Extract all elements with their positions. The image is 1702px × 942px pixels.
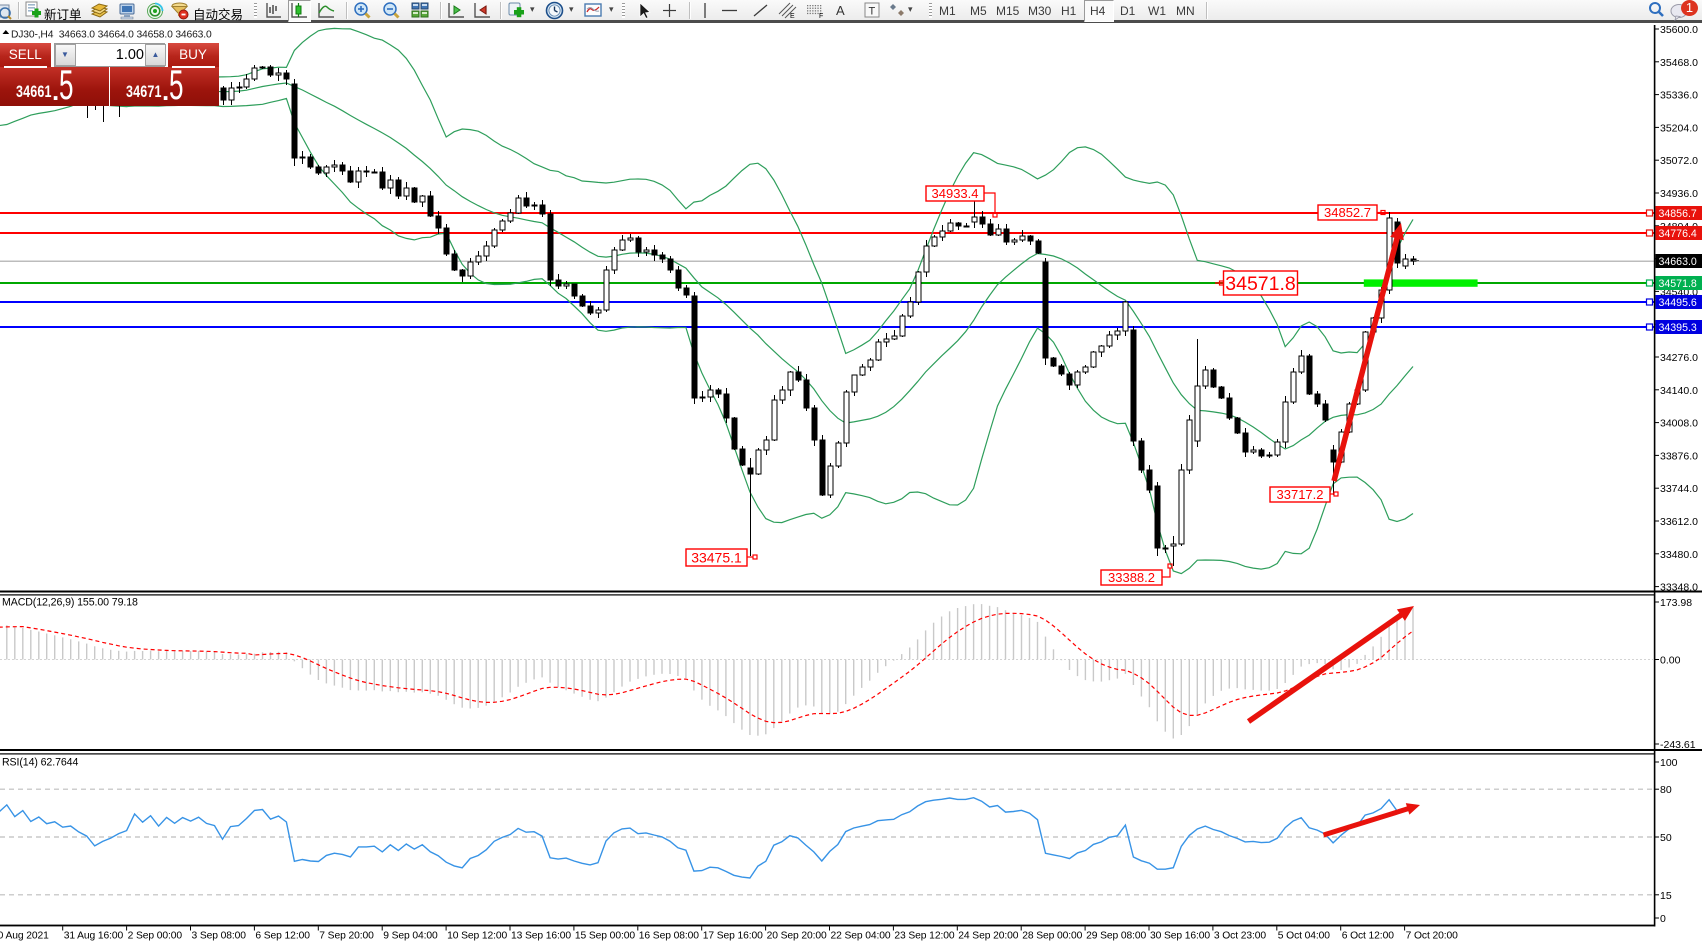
- svg-text:34936.0: 34936.0: [1660, 188, 1698, 200]
- svg-text:T: T: [869, 6, 876, 18]
- svg-text:7 Oct 20:00: 7 Oct 20:00: [1406, 931, 1459, 942]
- svg-text:10 Sep 12:00: 10 Sep 12:00: [447, 931, 507, 942]
- svg-text:33388.2: 33388.2: [1108, 570, 1155, 585]
- svg-text:22 Sep 04:00: 22 Sep 04:00: [831, 931, 891, 942]
- svg-text:34140.0: 34140.0: [1660, 385, 1698, 397]
- svg-text:33348.0: 33348.0: [1660, 582, 1698, 594]
- svg-text:34856.7: 34856.7: [1659, 208, 1697, 220]
- svg-text:34571.8: 34571.8: [1225, 273, 1296, 295]
- svg-text:6 Oct 12:00: 6 Oct 12:00: [1342, 931, 1395, 942]
- svg-text:33612.0: 33612.0: [1660, 516, 1698, 528]
- svg-text:24 Sep 20:00: 24 Sep 20:00: [958, 931, 1018, 942]
- svg-text:20 Sep 20:00: 20 Sep 20:00: [767, 931, 827, 942]
- svg-text:15: 15: [1660, 890, 1672, 902]
- svg-text:29 Sep 08:00: 29 Sep 08:00: [1086, 931, 1146, 942]
- svg-text:RSI(14) 62.7644: RSI(14) 62.7644: [2, 757, 78, 769]
- svg-text:DJ30-,H4 34663.0 34664.0 3465: DJ30-,H4 34663.0 34664.0 34658.0 34663.0: [11, 30, 212, 41]
- svg-text:35600.0: 35600.0: [1660, 24, 1698, 36]
- svg-text:7 Sep 20:00: 7 Sep 20:00: [319, 931, 374, 942]
- svg-text:23 Sep 12:00: 23 Sep 12:00: [894, 931, 954, 942]
- svg-text:13 Sep 16:00: 13 Sep 16:00: [511, 931, 571, 942]
- svg-text:31 Aug 16:00: 31 Aug 16:00: [64, 931, 124, 942]
- svg-text:35072.0: 35072.0: [1660, 155, 1698, 167]
- svg-text:35204.0: 35204.0: [1660, 122, 1698, 134]
- svg-text:33744.0: 33744.0: [1660, 483, 1698, 495]
- svg-text:16 Sep 08:00: 16 Sep 08:00: [639, 931, 699, 942]
- svg-text:0.00: 0.00: [1660, 655, 1681, 667]
- svg-text:33480.0: 33480.0: [1660, 549, 1698, 561]
- svg-text:34852.7: 34852.7: [1324, 205, 1371, 220]
- svg-text:34663.0: 34663.0: [1659, 256, 1697, 268]
- svg-text:35336.0: 35336.0: [1660, 90, 1698, 102]
- svg-text:3 Sep 08:00: 3 Sep 08:00: [192, 931, 247, 942]
- svg-text:9 Sep 04:00: 9 Sep 04:00: [383, 931, 438, 942]
- svg-text:3 Oct 23:00: 3 Oct 23:00: [1214, 931, 1267, 942]
- svg-text:100: 100: [1660, 757, 1678, 769]
- svg-text:50: 50: [1660, 832, 1672, 844]
- svg-text:34776.4: 34776.4: [1659, 228, 1697, 240]
- svg-text:34008.0: 34008.0: [1660, 418, 1698, 430]
- svg-text:-243.61: -243.61: [1660, 739, 1696, 751]
- svg-text:28 Sep 00:00: 28 Sep 00:00: [1022, 931, 1082, 942]
- svg-text:33876.0: 33876.0: [1660, 450, 1698, 462]
- svg-text:F: F: [819, 13, 823, 20]
- svg-text:173.98: 173.98: [1660, 597, 1692, 609]
- svg-text:30 Aug 2021: 30 Aug 2021: [0, 931, 49, 942]
- svg-text:5 Oct 04:00: 5 Oct 04:00: [1278, 931, 1331, 942]
- svg-text:34571.8: 34571.8: [1659, 278, 1697, 290]
- svg-text:80: 80: [1660, 784, 1672, 796]
- svg-text:15 Sep 00:00: 15 Sep 00:00: [575, 931, 635, 942]
- svg-text:34276.0: 34276.0: [1660, 352, 1698, 364]
- svg-text:34395.3: 34395.3: [1659, 322, 1697, 334]
- svg-text:17 Sep 16:00: 17 Sep 16:00: [703, 931, 763, 942]
- svg-text:33717.2: 33717.2: [1277, 487, 1324, 502]
- svg-text:34495.6: 34495.6: [1659, 297, 1697, 309]
- svg-text:0: 0: [1660, 913, 1666, 925]
- svg-text:34933.4: 34933.4: [932, 186, 979, 201]
- svg-text:30 Sep 16:00: 30 Sep 16:00: [1150, 931, 1210, 942]
- svg-text:2 Sep 00:00: 2 Sep 00:00: [128, 931, 183, 942]
- svg-text:33475.1: 33475.1: [691, 550, 742, 566]
- svg-text:6 Sep 12:00: 6 Sep 12:00: [255, 931, 310, 942]
- svg-text:35468.0: 35468.0: [1660, 57, 1698, 69]
- svg-text:E: E: [790, 13, 795, 20]
- svg-text:MACD(12,26,9) 155.00 79.18: MACD(12,26,9) 155.00 79.18: [2, 597, 138, 609]
